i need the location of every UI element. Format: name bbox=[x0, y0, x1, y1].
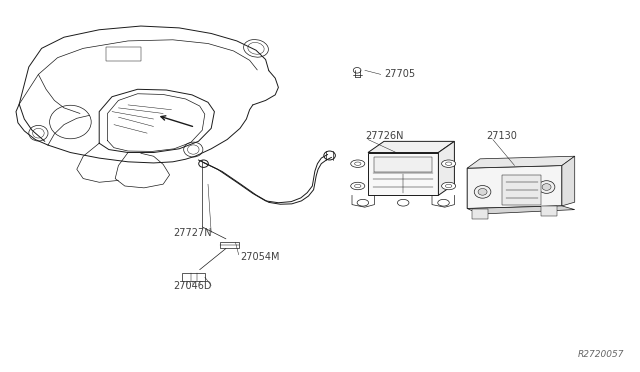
Bar bbox=[368, 153, 438, 195]
Bar bbox=[502, 175, 541, 205]
Ellipse shape bbox=[198, 160, 209, 167]
Ellipse shape bbox=[351, 160, 365, 167]
Ellipse shape bbox=[324, 151, 335, 160]
Polygon shape bbox=[438, 141, 454, 195]
Ellipse shape bbox=[353, 68, 361, 73]
Bar bbox=[182, 273, 205, 281]
Ellipse shape bbox=[542, 184, 551, 190]
Text: 27054M: 27054M bbox=[240, 252, 280, 262]
Ellipse shape bbox=[357, 199, 369, 206]
Bar bbox=[541, 206, 557, 216]
Bar bbox=[472, 209, 488, 219]
Text: 27727N: 27727N bbox=[173, 228, 211, 237]
Polygon shape bbox=[467, 156, 575, 168]
Polygon shape bbox=[467, 166, 562, 209]
Text: 27705: 27705 bbox=[384, 70, 415, 79]
Ellipse shape bbox=[474, 186, 491, 198]
Polygon shape bbox=[467, 206, 575, 214]
Text: R2720057: R2720057 bbox=[577, 350, 624, 359]
Text: 27046D: 27046D bbox=[173, 282, 211, 291]
Polygon shape bbox=[562, 156, 575, 206]
Ellipse shape bbox=[538, 181, 555, 193]
Ellipse shape bbox=[351, 182, 365, 190]
Text: 27726N: 27726N bbox=[365, 131, 403, 141]
Text: 27130: 27130 bbox=[486, 131, 517, 141]
Ellipse shape bbox=[478, 189, 487, 195]
Bar bbox=[374, 157, 432, 172]
Ellipse shape bbox=[397, 199, 409, 206]
Ellipse shape bbox=[442, 182, 456, 190]
Bar bbox=[106, 47, 141, 61]
Polygon shape bbox=[368, 141, 454, 153]
Ellipse shape bbox=[442, 160, 456, 167]
Ellipse shape bbox=[438, 199, 449, 206]
Bar bbox=[220, 242, 239, 248]
